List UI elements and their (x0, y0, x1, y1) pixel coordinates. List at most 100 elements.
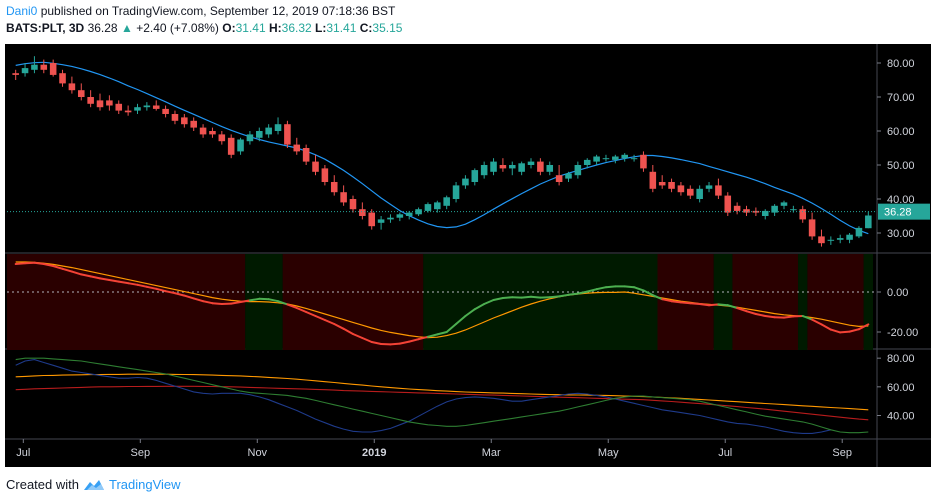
candle-body (855, 227, 863, 237)
candle-body (565, 173, 572, 179)
candle (546, 161, 554, 176)
candle (284, 120, 291, 148)
candle-body (349, 199, 357, 210)
bull-zone (713, 254, 733, 350)
candle (537, 158, 544, 176)
candle-body (359, 209, 366, 216)
candle-body (87, 97, 94, 104)
open-label: O: (222, 21, 236, 35)
low-value: 31.41 (326, 21, 357, 35)
x-tick-label: May (598, 447, 619, 459)
oscillator-main-segment (230, 301, 242, 305)
candle (630, 154, 638, 162)
candle (761, 209, 769, 220)
author-link[interactable]: Dani0 (6, 4, 38, 18)
tradingview-brand[interactable]: TradingView (108, 477, 181, 492)
candle (21, 63, 29, 77)
oscillator-main-segment (726, 304, 739, 309)
candle (396, 212, 404, 222)
oscillator-main-segment (558, 293, 570, 298)
candle-body (499, 165, 507, 169)
chart-header: Dani0 published on TradingView.com, Sept… (6, 3, 906, 37)
last-price-label-bg (878, 203, 930, 220)
candle (87, 90, 94, 108)
candle-body (799, 209, 807, 220)
candle-body (658, 182, 666, 186)
oscillator-main-segment (89, 275, 102, 280)
oscillator-main-segment (829, 328, 842, 334)
candle-body (846, 234, 853, 240)
footer: Created with TradingView (6, 477, 181, 492)
candle (143, 102, 151, 111)
candle (808, 212, 816, 240)
candle-body (462, 178, 469, 186)
candle (724, 192, 732, 216)
candle-body (405, 212, 413, 216)
candle-body (518, 163, 525, 172)
symbol-interval[interactable]: BATS:PLT, 3D (6, 21, 85, 35)
red-line (15, 385, 869, 421)
candle-body (49, 63, 57, 75)
candle (565, 171, 572, 182)
oscillator-main-segment (651, 294, 664, 301)
publish-line: Dani0 published on TradingView.com, Sept… (6, 3, 906, 20)
oscillator-main-segment (70, 270, 83, 276)
oscillator-main-segment (745, 310, 757, 315)
candle-body (302, 148, 310, 162)
candle (743, 205, 750, 216)
candle (368, 209, 376, 230)
candle (115, 100, 123, 114)
candle (687, 185, 694, 199)
oscillator-main-segment (248, 297, 261, 302)
candle-body (836, 238, 844, 240)
candle (77, 83, 85, 101)
oscillator-main-segment (108, 279, 120, 283)
oscillator-main-segment (117, 280, 130, 285)
x-tick-label: Jul (718, 447, 732, 459)
candle (846, 233, 853, 244)
candle-body (274, 124, 282, 131)
candle-body (527, 161, 535, 165)
candle (49, 59, 57, 77)
candle (359, 202, 366, 220)
candle (199, 124, 207, 138)
up-arrow-icon: ▲ (120, 21, 133, 35)
price-change: +2.40 (+7.08%) (136, 21, 219, 35)
candle-body (649, 171, 657, 189)
candle (152, 100, 160, 111)
candle-body (152, 105, 160, 109)
symbol-line: BATS:PLT, 3D 36.28 ▲ +2.40 (+7.08%) O:31… (6, 20, 906, 37)
candle (190, 117, 197, 131)
oscillator-main-segment (848, 328, 860, 333)
candle-body (790, 209, 797, 211)
oscillator-main-segment (99, 277, 111, 281)
candle-body (321, 168, 329, 182)
candle (621, 153, 628, 162)
candle (612, 154, 619, 164)
oscillator-main-segment (473, 303, 486, 311)
candle (124, 105, 132, 116)
oscillator-main-segment (361, 337, 373, 343)
candle (705, 182, 713, 193)
oscillator-main-segment (295, 307, 308, 313)
candle-body (434, 202, 441, 210)
candle (340, 185, 347, 206)
oscillator-main-segment (839, 330, 851, 334)
candle-body (115, 103, 123, 111)
oscillator-main-segment (408, 338, 420, 343)
candle (799, 205, 807, 223)
candle (405, 210, 413, 220)
oscillator-main-segment (633, 286, 645, 292)
y-tick-label: 60.00 (887, 126, 915, 138)
y-tick-label: 40.00 (887, 194, 915, 206)
candle (274, 117, 282, 135)
candle (677, 182, 685, 196)
candle-body (583, 159, 591, 165)
candle-body (265, 127, 272, 135)
oscillator-main-segment (314, 315, 326, 321)
chart-svg[interactable]: 36.28 80.00 70.00 60.00 50.00 40.00 30.00 0.00 -… (5, 44, 931, 467)
open-value: 31.41 (235, 21, 266, 35)
candle (96, 93, 104, 111)
candle-body (312, 161, 319, 172)
chart-area[interactable]: 36.28 80.00 70.00 60.00 50.00 40.00 30.00 0.00 -… (5, 44, 931, 467)
